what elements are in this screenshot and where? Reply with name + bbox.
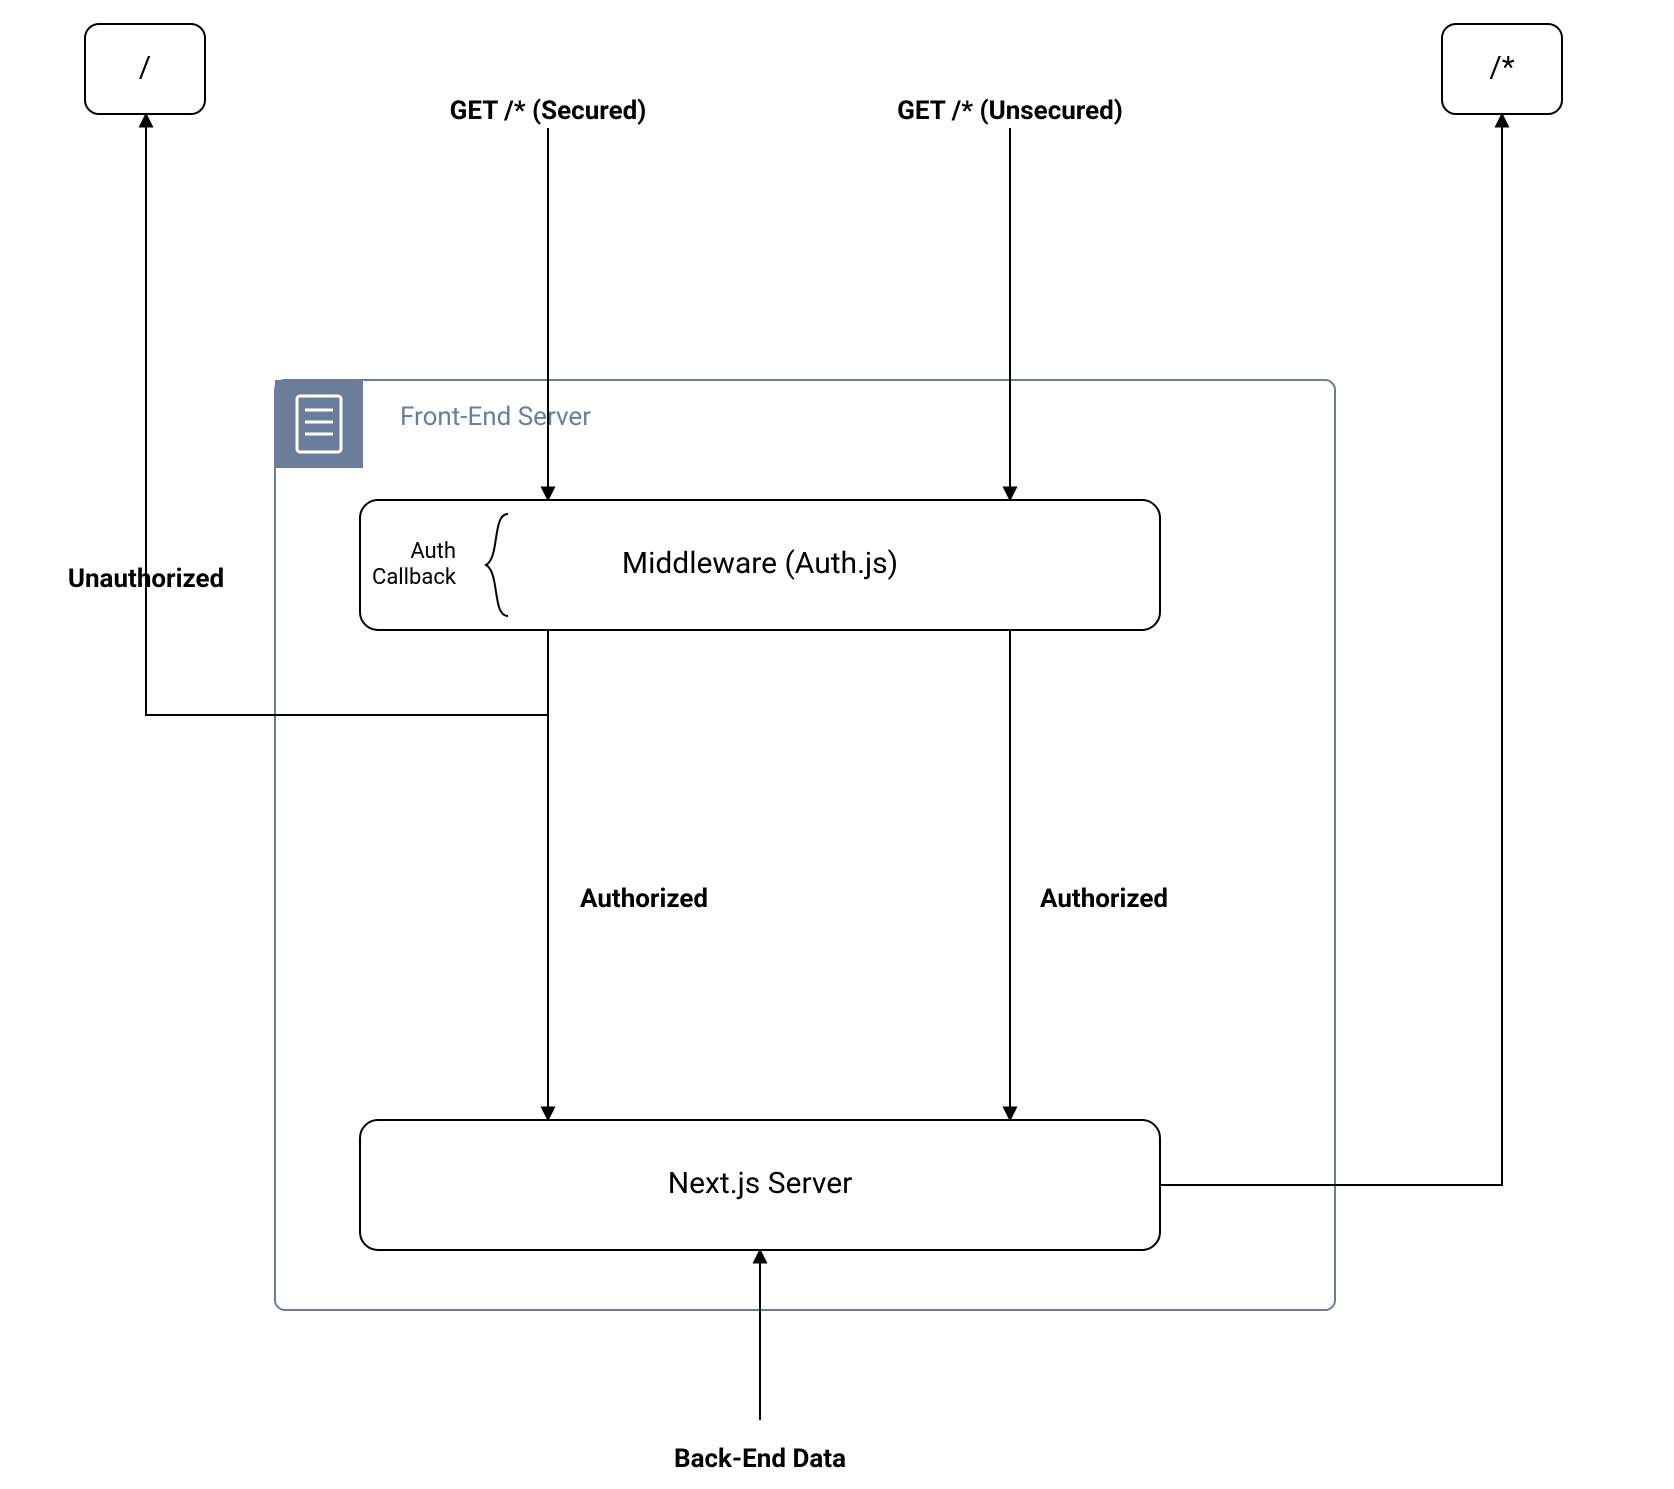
middleware-node-label: Middleware (Auth.js) (622, 546, 898, 581)
secured-label: GET /* (Secured) (450, 96, 647, 126)
wildcard-node-label: /* (1489, 50, 1514, 85)
authorized-label-right: Authorized (1040, 884, 1168, 914)
unsecured-label: GET /* (Unsecured) (897, 96, 1123, 126)
authorized-label-left: Authorized (580, 884, 708, 914)
edge-wildcard-path (1160, 114, 1502, 1185)
backend-data-label: Back-End Data (674, 1444, 846, 1474)
server-icon-bg (275, 380, 363, 468)
auth-callback-label-2: Callback (372, 565, 457, 590)
front-end-server-label: Front-End Server (400, 402, 591, 432)
unauthorized-label: Unauthorized (68, 564, 224, 594)
auth-callback-label-1: Auth (410, 539, 456, 564)
root-node-label: / (139, 50, 151, 85)
nextjs-server-node-label: Next.js Server (668, 1166, 853, 1201)
